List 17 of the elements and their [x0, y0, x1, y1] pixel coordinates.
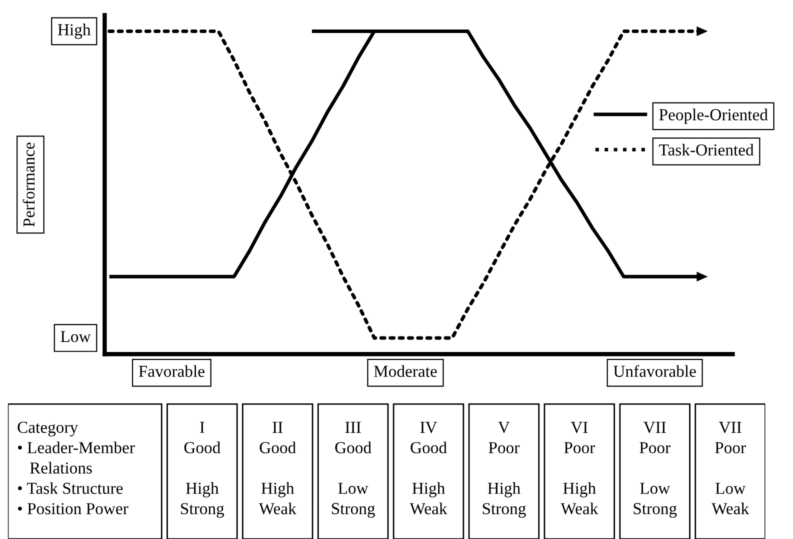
text: II Good High Weak — [258, 422, 296, 514]
legend-label: Task-Oriented — [659, 144, 754, 156]
legend-label: People-Oriented — [659, 108, 768, 124]
y-axis-title: Performance — [22, 142, 35, 227]
x-tick-label: Favorable — [138, 365, 204, 377]
text: I Good High Strong — [181, 422, 224, 518]
text: V Poor High Strong — [482, 422, 526, 518]
text: Low — [60, 331, 91, 342]
text: VII Poor Low Weak — [712, 422, 750, 514]
x-tick-label: Moderate — [374, 365, 437, 377]
text: IV Good High Weak — [410, 422, 448, 514]
x-tick-label: Unfavorable — [614, 365, 696, 377]
text: III Good Low Strong — [332, 422, 375, 518]
text: Category • Leader-Member Relations • Task Structure • Position Power — [18, 422, 135, 514]
text: VII Poor Low Strong — [634, 422, 677, 518]
text: High — [58, 24, 91, 39]
text: VI Poor High Weak — [560, 422, 598, 514]
